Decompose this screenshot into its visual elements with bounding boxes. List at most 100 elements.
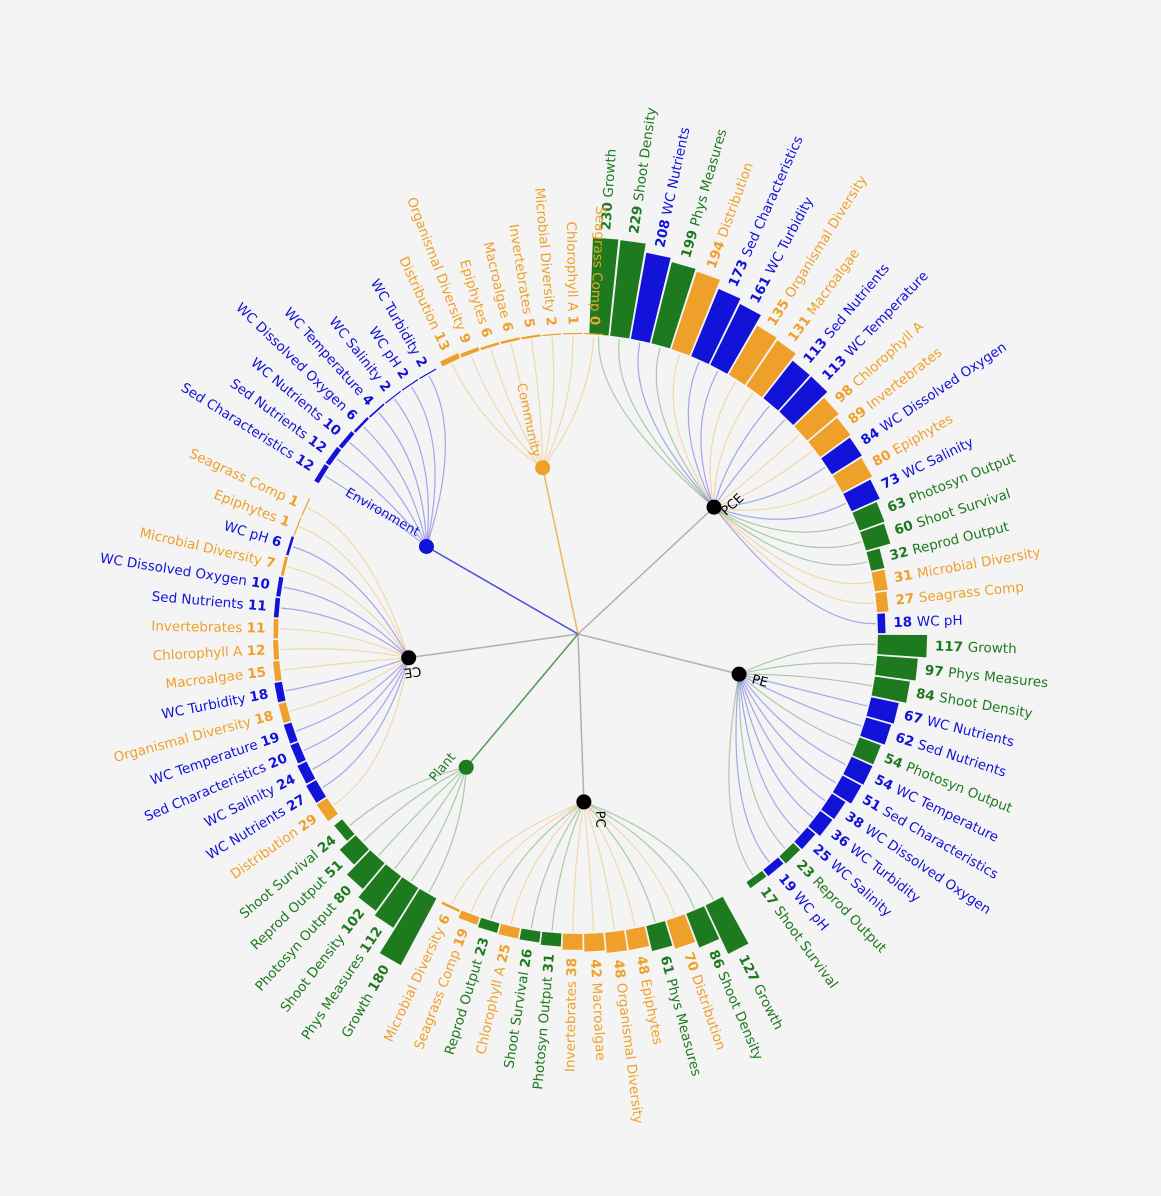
link-pe-wc-turbidity — [738, 674, 814, 818]
link-pe-shoot-survival — [728, 674, 754, 876]
bar-plant-shoot-density — [358, 864, 401, 911]
bar-pe-sed-characteristics — [832, 775, 862, 804]
label-pce-shoot-density: 229 Shoot Density — [626, 106, 660, 234]
link-environment-wc-ph — [410, 386, 436, 547]
label-pe-phys-measures: 97 Phys Measures — [924, 662, 1049, 691]
label-ce-chlorophyll-a: Chlorophyll A 12 — [152, 642, 265, 664]
bar-ce-wc-ph — [286, 536, 295, 556]
bar-pc-photosyn-output — [540, 931, 562, 947]
bar-pc-shoot-survival — [519, 928, 541, 943]
bar-environment-wc-temperature — [369, 403, 385, 418]
link-pce-microbial-diversity — [713, 506, 872, 585]
label-pce-seagrass-comp: 27 Seagrass Comp — [895, 579, 1025, 608]
link-pc-phys-measures — [583, 801, 656, 923]
bar-ce-chlorophyll-a — [273, 640, 280, 660]
bar-community-microbial-diversity — [542, 333, 562, 337]
link-pe-shoot-density — [739, 673, 872, 687]
link-plant-shoot-density — [394, 766, 467, 870]
link-pc-epiphytes — [583, 801, 636, 927]
node-label-ce: CE — [403, 663, 422, 680]
label-pc-invertebrates: Invertebrates 38 — [562, 958, 580, 1072]
link-pe-sed-characteristics — [738, 673, 837, 784]
bar-pc-macroalgae — [584, 932, 605, 952]
bar-pce-invertebrates — [808, 417, 851, 457]
bar-environment-wc-salinity — [385, 390, 401, 404]
bar-pc-invertebrates — [562, 933, 583, 950]
bar-community-distribution — [440, 353, 461, 367]
link-pc-reprod-output — [490, 801, 585, 920]
bar-pce-epiphytes — [832, 458, 873, 493]
center-links — [408, 467, 740, 802]
bar-ce-wc-dissolved-oxygen — [276, 576, 284, 597]
node-label-pc: PC — [592, 811, 608, 828]
bar-pce-wc-salinity — [843, 479, 880, 512]
bar-ce-microbial-diversity — [280, 556, 289, 576]
link-plant-photosyn-output — [378, 766, 467, 856]
bar-ce-macroalgae — [272, 660, 282, 682]
bar-pce-macroalgae — [746, 340, 796, 398]
bar-ce-seagrass-comp — [301, 498, 311, 517]
link-environment-wc-temperature — [378, 412, 428, 547]
link-pce-sed-characteristics — [687, 361, 715, 508]
link-pc-organismal-diversity — [583, 801, 615, 930]
link-pce-photosyn-output — [713, 506, 855, 533]
link-environment-sed-nutrients — [336, 458, 427, 547]
link-pe-wc-ph — [735, 674, 771, 863]
node-ce — [401, 650, 417, 666]
link-ce-sed-characteristics — [303, 657, 410, 751]
link-pce-wc-ph — [713, 506, 876, 625]
bar-pe-shoot-survival — [746, 870, 767, 889]
link-environment — [426, 545, 579, 635]
link-pe-reprod-output — [738, 674, 786, 849]
link-pc-shoot-density — [583, 801, 695, 909]
node-pe — [731, 666, 747, 682]
link-pce-seagrass-comp — [713, 506, 875, 604]
bar-pe-growth — [877, 634, 928, 658]
link-community-invertebrates — [530, 339, 544, 468]
hub-plant — [458, 759, 474, 775]
link-ce-sed-nutrients — [281, 607, 410, 659]
link-ce-microbial-diversity — [287, 566, 410, 659]
link-pce-wc-dissolved-oxygen — [714, 466, 826, 508]
link-pce-invertebrates — [713, 450, 814, 508]
link-pc-growth — [583, 801, 714, 900]
bar-plant-growth — [379, 888, 437, 966]
bar-pce-shoot-survival — [860, 523, 891, 551]
bar-pce-phys-measures — [651, 262, 696, 349]
bar-environment-wc-ph — [401, 379, 419, 391]
hub-community — [535, 460, 551, 476]
bar-pc-chlorophyll-a — [498, 923, 520, 939]
link-pc-microbial-diversity — [451, 801, 585, 905]
bar-environment-wc-nutrients — [338, 431, 355, 449]
bar-environment-sed-nutrients — [325, 446, 342, 466]
bar-pc-epiphytes — [625, 926, 650, 951]
bar-pc-phys-measures — [646, 921, 673, 952]
link-community-seagrass-comp — [542, 336, 595, 469]
bar-pce-growth — [589, 237, 619, 336]
link-pc-distribution — [583, 801, 676, 916]
bar-community-seagrass-comp — [584, 332, 604, 336]
link-ce-wc-turbidity — [285, 657, 409, 692]
link-ce-macroalgae — [282, 657, 409, 671]
link-pe-wc-dissolved-oxygen — [738, 673, 826, 802]
bar-pe-sed-nutrients — [860, 717, 892, 745]
bar-pce-microbial-diversity — [871, 569, 888, 592]
bar-pe-reprod-output — [779, 842, 801, 864]
link-pc — [577, 633, 585, 802]
bar-pe-shoot-density — [871, 676, 910, 703]
label-ce-invertebrates: Invertebrates 11 — [151, 619, 265, 637]
bar-pe-wc-salinity — [794, 827, 816, 850]
link-environment-wc-nutrients — [349, 441, 428, 547]
bar-community-macroalgae — [500, 337, 520, 345]
link-environment-wc-dissolved-oxygen — [363, 426, 428, 547]
link-pce-wc-turbidity — [700, 370, 719, 508]
link-ce-distribution — [333, 657, 410, 806]
link-community — [541, 467, 579, 635]
link-pce-reprod-output — [713, 506, 868, 566]
link-community-microbial-diversity — [542, 337, 555, 468]
link-environment-wc-turbidity — [425, 375, 446, 547]
bar-environment-sed-characteristics — [314, 464, 329, 484]
node-pce — [706, 499, 722, 515]
link-pc-invertebrates — [572, 801, 585, 932]
